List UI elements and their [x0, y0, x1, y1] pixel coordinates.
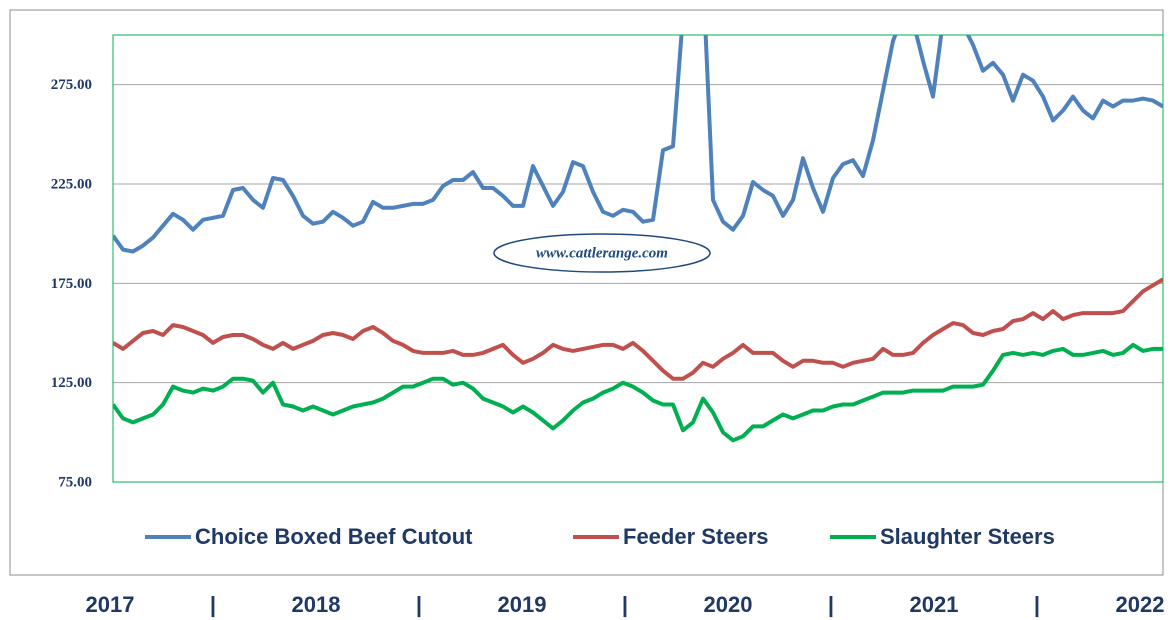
y-tick-label: 175.00 [51, 276, 92, 292]
watermark-oval [493, 233, 711, 273]
year-label: | [416, 592, 422, 617]
year-label: | [622, 592, 628, 617]
y-tick-label: 225.00 [51, 176, 92, 192]
year-label: 2020 [704, 592, 753, 617]
year-label: 2019 [498, 592, 547, 617]
legend-label: Slaughter Steers [880, 524, 1055, 549]
y-tick-label: 275.00 [51, 77, 92, 93]
series-line [113, 35, 1163, 254]
legend-label: Feeder Steers [623, 524, 769, 549]
year-label: | [210, 592, 216, 617]
series-line [113, 342, 1163, 443]
watermark: www.cattlerange.com [536, 245, 668, 261]
year-label: | [828, 592, 834, 617]
year-label: 2021 [910, 592, 959, 617]
y-tick-label: 75.00 [58, 474, 92, 490]
year-labels: 2017 | 2018 | 2019 | 2020 | 2021 | 2022 [86, 592, 1165, 617]
year-label: | [1034, 592, 1040, 617]
y-tick-label: 125.00 [51, 375, 92, 391]
year-label: 2018 [292, 592, 341, 617]
series-line [113, 277, 1163, 381]
plot-frame [112, 34, 1164, 483]
legend: Choice Boxed Beef Cutout Feeder Steers Sla… [145, 524, 1055, 549]
chart-frame [9, 9, 1164, 576]
grid: 75.00 125.00 175.00 225.00 275.00 [51, 77, 1163, 490]
year-label: 2017 [86, 592, 135, 617]
year-label: 2022 [1116, 592, 1165, 617]
legend-label: Choice Boxed Beef Cutout [195, 524, 473, 549]
lines [113, 35, 1163, 443]
